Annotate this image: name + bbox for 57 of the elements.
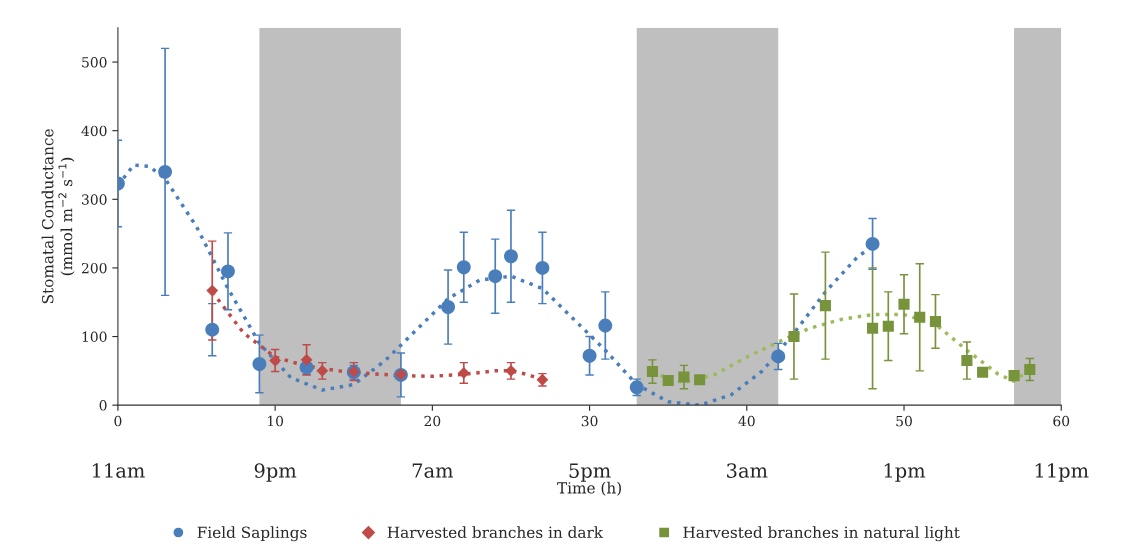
x-tick-label: 60 (1053, 415, 1070, 427)
point (269, 354, 282, 367)
x-tick-label: 30 (581, 415, 598, 427)
x2-tick-label: 11pm (1035, 463, 1089, 482)
x-axis-title: Time (h) (557, 481, 621, 496)
y-tick-label: 500 (82, 57, 107, 68)
point (441, 300, 456, 314)
y-tick-label: 400 (81, 125, 107, 137)
point (865, 236, 880, 251)
point (898, 298, 910, 310)
x-tick-label: 10 (267, 415, 284, 427)
x-tick-label: 20 (424, 415, 441, 427)
x2-tick-label: 5pm (569, 463, 611, 482)
point (1024, 363, 1036, 376)
x2-tick-label: 11am (92, 463, 145, 478)
point (914, 311, 926, 323)
point (662, 374, 674, 386)
y-tick-label: 100 (82, 331, 107, 343)
point (457, 367, 470, 379)
x2-tick-label: 7am (412, 463, 454, 478)
point (582, 348, 597, 363)
y-axis-title: Stomatal Conductance (mmol m$^{−2}$ s$^{−1}$) (41, 129, 75, 304)
point (488, 269, 503, 284)
legend-label: Harvested branches in dark (387, 526, 604, 539)
point (221, 264, 235, 279)
point (646, 365, 659, 378)
x2-tick-label: 3am (727, 463, 768, 478)
point (788, 330, 800, 343)
legend-label: Field Saplings (197, 526, 307, 542)
x2-tick-label: 9pm (254, 463, 297, 482)
y-tick-label: 200 (81, 262, 107, 274)
point (300, 353, 313, 366)
point (252, 357, 267, 371)
point (694, 374, 706, 386)
point (929, 315, 942, 327)
point (158, 164, 173, 179)
x-tick-label: 0 (114, 415, 122, 427)
point (678, 371, 690, 383)
x-tick-label: 50 (896, 415, 912, 427)
y-tick-label: 0 (99, 400, 107, 411)
point (977, 366, 989, 378)
point (961, 354, 973, 367)
legend-label: Harvested branches in natural light (683, 526, 960, 542)
point (1008, 370, 1020, 382)
x-tick-label: 40 (738, 415, 755, 427)
point (535, 260, 550, 275)
point (598, 318, 613, 333)
point (882, 320, 894, 332)
point (205, 322, 220, 337)
point (867, 322, 879, 334)
y-tick-label: 300 (82, 194, 107, 205)
point (504, 249, 518, 264)
point (771, 349, 786, 364)
point (206, 284, 219, 297)
point (819, 300, 831, 312)
point (456, 260, 471, 275)
x2-tick-label: 1pm (884, 463, 926, 482)
